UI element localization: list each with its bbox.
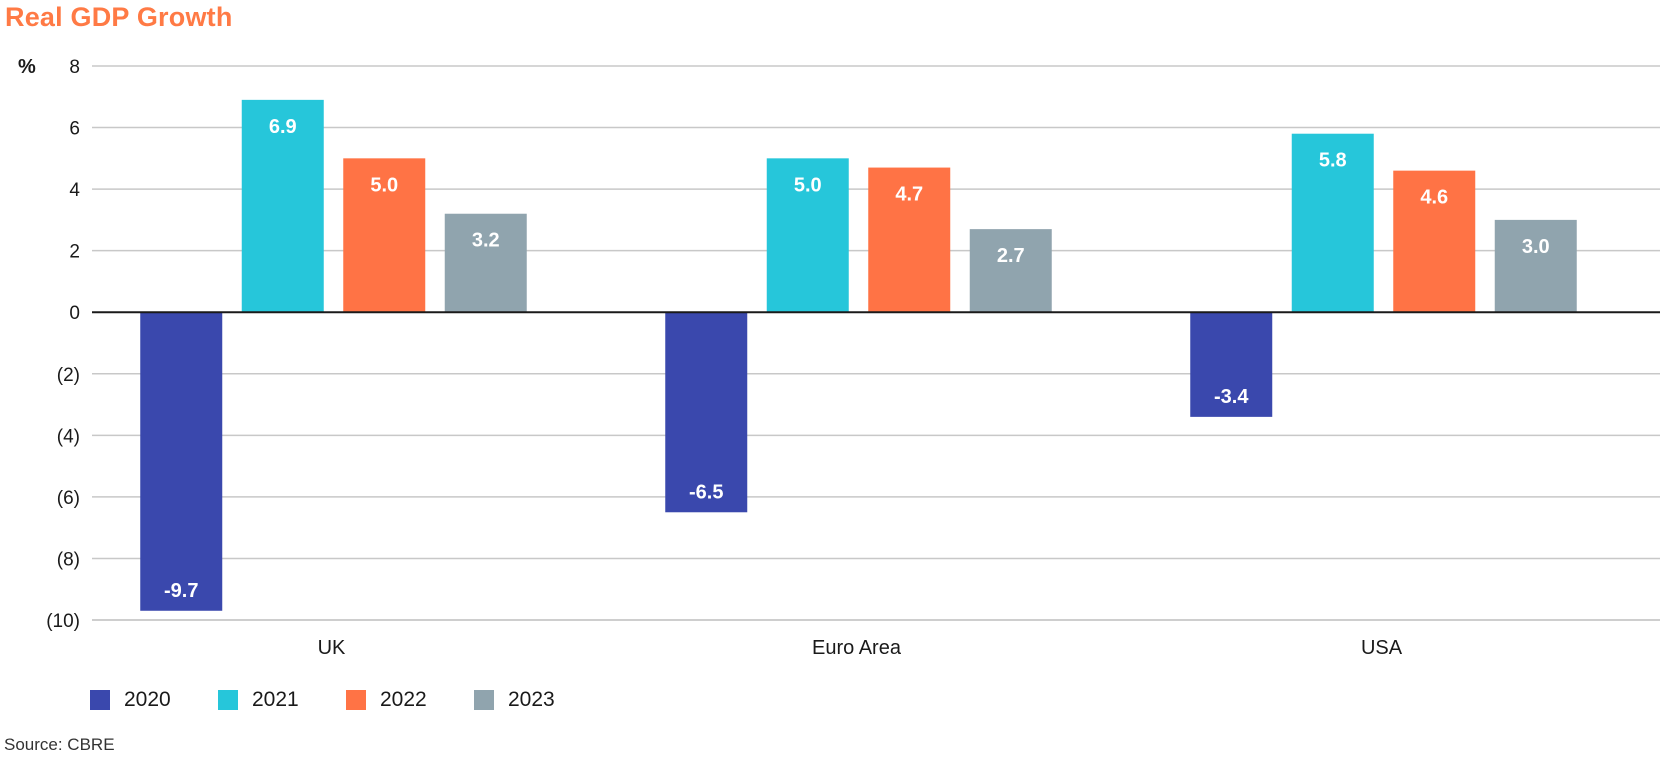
bar-2023-euro-area <box>969 229 1052 313</box>
legend-swatch <box>474 690 494 710</box>
bar-2022-euro-area <box>868 167 951 313</box>
legend-item-2020: 2020 <box>90 688 218 712</box>
data-label: 5.8 <box>1319 150 1347 172</box>
bar-2022-uk <box>343 158 426 313</box>
legend-swatch <box>218 690 238 710</box>
y-axis-unit-label: % <box>18 56 36 78</box>
y-tick-label: 4 <box>69 180 80 201</box>
data-labels: -9.7 6.9 5.0 3.2 -6.5 5.0 4.7 2.7 -3.4 5.8 4.6 3.0 <box>164 116 1550 602</box>
chart-title: Real GDP Growth <box>5 2 233 32</box>
data-label: -6.5 <box>689 481 723 503</box>
grid-lines <box>92 65 1660 621</box>
x-category-label: USA <box>1361 637 1403 659</box>
legend-label: 2020 <box>124 688 171 711</box>
data-label: -3.4 <box>1214 386 1249 408</box>
legend: 2020 2021 2022 2023 <box>90 688 602 712</box>
data-label: 3.0 <box>1522 236 1550 258</box>
y-tick-label: (6) <box>57 488 80 509</box>
y-tick-label: (2) <box>57 365 80 386</box>
legend-label: 2021 <box>252 688 299 711</box>
bar-2021-uk <box>241 99 324 313</box>
y-tick-label: 6 <box>69 119 80 140</box>
y-tick-label: (8) <box>57 549 80 570</box>
data-label: 4.6 <box>1420 187 1448 209</box>
data-label: 4.7 <box>895 184 923 206</box>
data-label: 5.0 <box>370 174 398 196</box>
legend-swatch <box>90 690 110 710</box>
y-tick-label: (10) <box>46 611 80 632</box>
bar-2023-uk <box>444 213 527 313</box>
y-tick-label: 2 <box>69 242 80 263</box>
x-category-label: Euro Area <box>812 637 902 659</box>
bar-2023-usa <box>1494 219 1577 313</box>
data-label: 2.7 <box>997 245 1025 267</box>
legend-label: 2022 <box>380 688 427 711</box>
y-tick-label: 0 <box>69 303 80 324</box>
legend-label: 2023 <box>508 688 555 711</box>
legend-item-2022: 2022 <box>346 688 474 712</box>
bar-2022-usa <box>1393 170 1476 313</box>
data-label: 5.0 <box>794 174 822 196</box>
y-tick-label: (4) <box>57 426 80 447</box>
bars <box>140 99 1577 611</box>
bar-chart: -9.76.95.03.2-6.55.0 4.72.7-3.45.84.63.0 … <box>18 56 1660 659</box>
bar-2020-euro-area <box>665 312 748 513</box>
x-category-label: UK <box>318 637 346 659</box>
legend-swatch <box>346 690 366 710</box>
data-label: 6.9 <box>269 116 297 138</box>
axes: 8 6 4 2 0 (2) (4) (6) (8) (10)% UK Euro Area USA <box>18 56 1660 659</box>
data-label: -9.7 <box>164 580 198 602</box>
source-note: Source: CBRE <box>4 735 115 754</box>
data-label: 3.2 <box>472 230 500 252</box>
bar-2021-usa <box>1291 133 1374 313</box>
bar-2021-euro-area <box>766 158 849 313</box>
bar-2020-usa <box>1190 312 1273 417</box>
bar-2020-uk <box>140 312 223 611</box>
legend-item-2021: 2021 <box>218 688 346 712</box>
y-tick-label: 8 <box>69 57 80 78</box>
legend-item-2023: 2023 <box>474 688 602 712</box>
